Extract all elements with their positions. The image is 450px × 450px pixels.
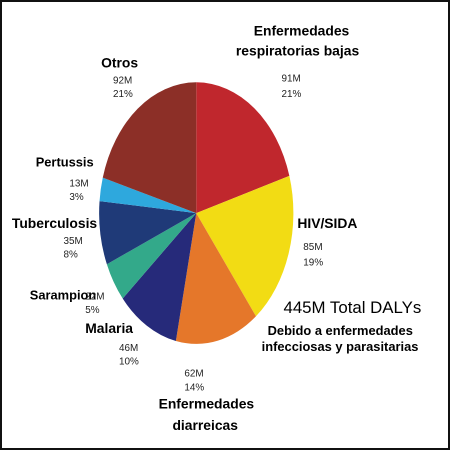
category-label-2-line-1: HIV/SIDA — [297, 215, 357, 231]
pie-slice-7 — [99, 177, 197, 214]
category-label-1-line-1: Enfermedades — [254, 23, 350, 39]
category-label-4-line-1: Malaria — [85, 320, 133, 336]
pie-slice-3 — [175, 213, 256, 344]
percent-label-6: 8% — [63, 250, 78, 261]
category-label-7-line-1: Pertussis — [36, 155, 94, 170]
percent-label-4: 10% — [119, 357, 139, 368]
category-label-3-line-1: Enfermedades — [159, 395, 255, 411]
value-label-1: 91M — [281, 73, 300, 84]
value-label-4: 46M — [119, 343, 138, 354]
pie-slice-5 — [106, 213, 197, 299]
pie-slices — [99, 82, 294, 344]
category-label-5-line-1: Sarampion — [30, 287, 97, 302]
pie-slice-8 — [102, 82, 197, 214]
value-label-3: 62M — [184, 369, 203, 380]
value-label-7: 13M — [69, 178, 88, 189]
pie-labels: Enfermedades respiratorias bajas 91M 21% HIV… — [12, 23, 360, 433]
percent-label-2: 19% — [303, 258, 323, 269]
category-label-8-line-1: Otros — [101, 54, 138, 70]
pie-slice-4 — [122, 213, 197, 342]
pie-slice-2 — [196, 175, 294, 317]
percent-label-7: 3% — [69, 192, 84, 203]
percent-label-8: 21% — [113, 89, 133, 100]
value-label-8: 92M — [113, 75, 132, 86]
value-label-6: 35M — [63, 236, 82, 247]
category-label-3-line-2: diarreicas — [172, 417, 238, 433]
category-label-6-line-1: Tuberculosis — [12, 215, 98, 231]
pie-slice-6 — [99, 201, 197, 265]
percent-label-5: 5% — [85, 305, 100, 316]
percent-label-3: 14% — [184, 383, 204, 394]
category-label-1-line-2: respiratorias bajas — [236, 43, 360, 59]
total-label: 445M Total DALYs — [283, 298, 421, 317]
percent-label-1: 21% — [281, 89, 301, 100]
note-line-2: infecciosas y parasitarias — [262, 339, 419, 354]
note-line-1: Debido a enfermedades — [268, 323, 413, 338]
pie-slice-1 — [196, 82, 290, 214]
value-label-5: 22M — [85, 291, 104, 302]
value-label-2: 85M — [303, 242, 322, 253]
